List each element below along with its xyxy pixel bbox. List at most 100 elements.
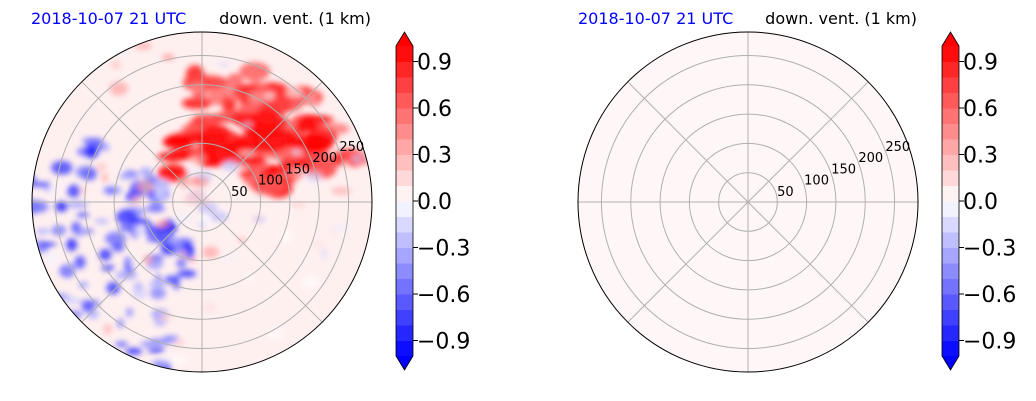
- colorbar-segment: [942, 247, 959, 264]
- field-blob: [237, 170, 255, 177]
- colorbar-frame: [941, 31, 960, 371]
- field-blob: [291, 148, 303, 156]
- field-blob: [32, 200, 49, 213]
- field-blob: [305, 172, 323, 182]
- colorbar-extend-top: [396, 32, 413, 46]
- colorbar-segment: [942, 61, 959, 78]
- field-blob: [219, 256, 238, 262]
- field-blob: [262, 92, 275, 100]
- colorbar-tick-label: −0.3: [963, 237, 1016, 262]
- field-blob: [164, 153, 183, 162]
- colorbar-segment: [942, 232, 959, 248]
- panel-1-title-variable: down. vent. (1 km): [219, 9, 371, 28]
- colorbar-extend-bottom: [396, 356, 413, 370]
- field-blob: [75, 165, 97, 179]
- field-blob: [103, 187, 118, 194]
- field-blob: [139, 340, 153, 348]
- angular-gridline-135: [627, 81, 749, 203]
- field-blob: [75, 224, 83, 238]
- field-blob: [239, 62, 271, 81]
- field-blob: [38, 242, 57, 247]
- radial-tick-label: 200: [312, 151, 337, 166]
- colorbar-2: 0.9 0.6 0.3 0.0 −0.3 −0.6 −0.9: [941, 31, 1016, 371]
- field-blob: [173, 239, 183, 255]
- field-blob: [94, 218, 109, 224]
- field-blob: [192, 113, 222, 127]
- field-blob: [189, 177, 208, 185]
- colorbar-segment: [396, 92, 413, 109]
- field-blob: [197, 134, 229, 145]
- colorbar-segment: [396, 216, 413, 233]
- field-blob: [149, 287, 166, 300]
- angular-gridline-315: [747, 201, 869, 323]
- colorbar-segment: [942, 201, 959, 217]
- field-blob: [218, 62, 231, 68]
- field-blob: [237, 103, 261, 114]
- field-blob: [102, 143, 110, 152]
- field-blob: [125, 307, 134, 318]
- field-blob: [179, 249, 188, 261]
- field-blob: [66, 238, 77, 252]
- angular-gridline-135: [81, 81, 203, 203]
- colorbar-segment: [396, 77, 413, 93]
- field-blob: [32, 182, 52, 187]
- field-blob: [156, 220, 170, 229]
- field-blob: [163, 134, 191, 148]
- colorbar-tick-label: 0.0: [963, 190, 998, 215]
- field-blob: [56, 182, 66, 188]
- field-blob: [171, 354, 186, 366]
- colorbar-tick-label: −0.6: [963, 283, 1016, 308]
- field-blob: [257, 82, 268, 92]
- field-blob: [101, 173, 108, 183]
- colorbar-segment: [396, 278, 413, 295]
- panel-1-title-date: 2018-10-07 21 UTC: [31, 9, 186, 28]
- colorbar-segment: [942, 170, 959, 186]
- field-blob: [142, 255, 153, 264]
- field-blob: [127, 218, 150, 225]
- field-blob: [45, 251, 59, 266]
- field-blob: [293, 133, 334, 154]
- field-blob: [266, 166, 292, 174]
- colorbar-extend-top: [942, 32, 959, 46]
- polar-panel-2: 2018-10-07 21 UTC down. vent. (1 km) 50 1…: [577, 9, 919, 373]
- colorbar-tick-label: −0.9: [417, 330, 470, 355]
- field-blob: [215, 111, 232, 118]
- field-blob: [106, 281, 121, 295]
- polar-panel-1: 2018-10-07 21 UTC down. vent. (1 km) 50 1…: [31, 9, 373, 373]
- colorbar-frame: [395, 31, 414, 371]
- field-blob: [201, 301, 217, 313]
- colorbar-segment: [942, 92, 959, 109]
- field-blob: [268, 92, 304, 112]
- radial-tick-label: 50: [777, 185, 794, 200]
- field-blob: [181, 97, 212, 110]
- colorbar-segment: [942, 294, 959, 310]
- field-blob: [189, 152, 206, 165]
- field-blob: [115, 341, 129, 347]
- colorbar-segment: [396, 294, 413, 310]
- field-blob: [51, 160, 73, 175]
- field-blob: [294, 119, 319, 132]
- radial-tick-label: 100: [804, 174, 829, 189]
- field-blob: [118, 225, 136, 231]
- field-blob: [99, 248, 112, 261]
- colorbar-segment: [942, 325, 959, 341]
- field-blob: [238, 150, 257, 157]
- angular-gridline-225: [627, 201, 749, 323]
- radial-tick-label: 150: [285, 162, 310, 177]
- colorbar-tick-label: 0.0: [417, 190, 452, 215]
- colorbar-segment: [942, 309, 959, 326]
- field-blob: [46, 186, 56, 198]
- field-blob: [178, 176, 191, 188]
- field-blob: [96, 162, 107, 173]
- colorbar-segment: [942, 185, 959, 202]
- colorbar-segment: [396, 232, 413, 248]
- field-blob: [101, 265, 115, 271]
- colorbar-segment: [942, 46, 959, 62]
- field-blob: [111, 242, 125, 252]
- field-blob: [302, 276, 320, 288]
- field-blob: [147, 347, 165, 353]
- colorbar-tick-label: 0.3: [963, 144, 998, 169]
- colorbar-segment: [942, 154, 959, 171]
- radial-tick-label: 250: [339, 140, 364, 155]
- colorbar-tick-label: 0.6: [417, 97, 452, 122]
